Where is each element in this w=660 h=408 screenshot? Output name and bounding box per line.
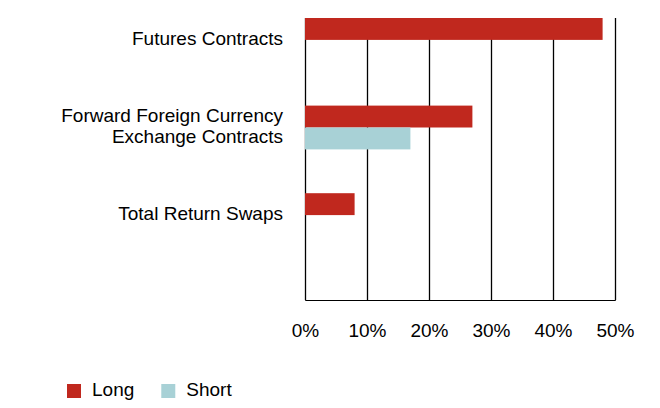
x-axis-line bbox=[306, 18, 616, 301]
bars bbox=[305, 18, 603, 215]
legend-label: Long bbox=[92, 379, 134, 400]
grid-line bbox=[615, 18, 616, 300]
x-tick: 10% bbox=[348, 18, 386, 341]
legend: Long Short bbox=[67, 379, 232, 400]
grid-line bbox=[491, 18, 492, 300]
legend-swatch bbox=[67, 384, 81, 398]
legend-swatch bbox=[161, 384, 175, 398]
legend-item: Long bbox=[67, 379, 134, 400]
x-tick: 40% bbox=[534, 18, 572, 341]
x-tick: 0% bbox=[292, 18, 320, 341]
bar bbox=[305, 106, 472, 128]
grid-line bbox=[305, 18, 306, 300]
x-tick-label: 30% bbox=[472, 320, 510, 341]
grid-line bbox=[553, 18, 554, 300]
grid-line bbox=[429, 18, 430, 300]
y-axis: Futures Contracts Forward Foreign Currenc… bbox=[61, 28, 283, 224]
legend-item: Short bbox=[161, 379, 232, 400]
x-tick-label: 0% bbox=[292, 320, 320, 341]
bar bbox=[305, 18, 603, 40]
x-axis: 0% 10% 20% 30% 40% 50% bbox=[292, 18, 635, 341]
x-tick: 50% bbox=[596, 18, 634, 341]
category-label: Forward Foreign CurrencyExchange Contrac… bbox=[61, 105, 283, 147]
x-tick-label: 10% bbox=[348, 320, 386, 341]
grid-line bbox=[367, 18, 368, 300]
chart: 0% 10% 20% 30% 40% 50% Futures Contracts Forwar… bbox=[0, 0, 660, 408]
bar bbox=[305, 193, 355, 215]
category-label: Futures Contracts bbox=[132, 28, 283, 49]
x-tick-label: 20% bbox=[410, 320, 448, 341]
bar bbox=[305, 128, 410, 150]
x-tick-label: 40% bbox=[534, 320, 572, 341]
legend-label: Short bbox=[186, 379, 232, 400]
category-label: Total Return Swaps bbox=[118, 203, 283, 224]
x-tick: 20% bbox=[410, 18, 448, 341]
x-tick: 30% bbox=[472, 18, 510, 341]
x-tick-label: 50% bbox=[596, 320, 634, 341]
